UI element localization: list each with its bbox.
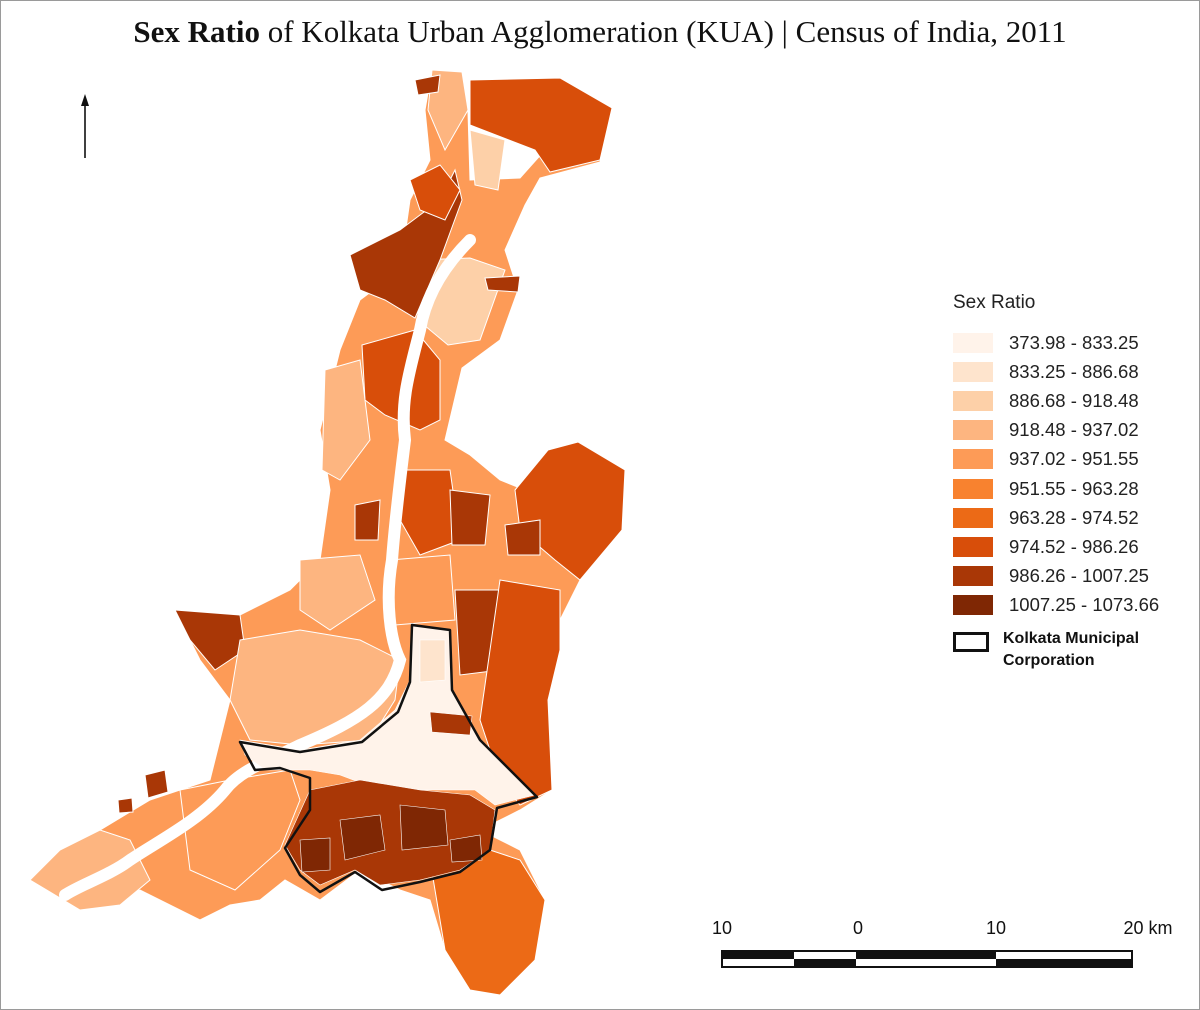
kmc-fill bbox=[239, 624, 536, 886]
legend-class-2: 886.68 - 918.48 bbox=[953, 386, 1173, 415]
legend-label: 963.28 - 974.52 bbox=[1009, 506, 1139, 528]
legend-label: 1007.25 - 1073.66 bbox=[1009, 594, 1160, 616]
legend-swatch bbox=[953, 507, 993, 528]
legend-label: 833.25 - 886.68 bbox=[1009, 360, 1139, 382]
north-arrow-icon bbox=[81, 94, 89, 158]
scale-label-right: 20 km bbox=[1123, 918, 1173, 938]
legend-label: 886.68 - 918.48 bbox=[1009, 389, 1139, 411]
legend-swatch bbox=[953, 595, 993, 616]
map-legend: Sex Ratio 373.98 - 833.25 833.25 - 886.68… bbox=[953, 292, 1173, 672]
boundary-swatch bbox=[953, 631, 989, 652]
legend-label: 373.98 - 833.25 bbox=[1009, 331, 1139, 353]
legend-class-5: 951.55 - 963.28 bbox=[953, 474, 1173, 503]
scale-label-left: 10 bbox=[711, 918, 733, 938]
legend-boundary-item: Kolkata Municipal Corporation bbox=[953, 628, 1173, 672]
legend-swatch bbox=[953, 566, 993, 587]
legend-classes: 373.98 - 833.25 833.25 - 886.68 886.68 - 9… bbox=[953, 328, 1173, 620]
legend-swatch bbox=[953, 478, 993, 499]
title-bold: Sex Ratio bbox=[133, 14, 260, 49]
legend-class-9: 1007.25 - 1073.66 bbox=[953, 591, 1173, 620]
title-rest: of Kolkata Urban Agglomeration (KUA) | C… bbox=[259, 14, 1067, 49]
river-hooghly bbox=[59, 234, 476, 901]
legend-label: 986.26 - 1007.25 bbox=[1009, 565, 1149, 587]
legend-class-6: 963.28 - 974.52 bbox=[953, 503, 1173, 532]
legend-class-8: 986.26 - 1007.25 bbox=[953, 562, 1173, 591]
legend-swatch bbox=[953, 420, 993, 441]
legend-class-3: 918.48 - 937.02 bbox=[953, 416, 1173, 445]
kmc-boundary bbox=[238, 623, 539, 894]
legend-swatch bbox=[953, 332, 993, 353]
legend-swatch bbox=[953, 361, 993, 382]
legend-swatch bbox=[953, 536, 993, 557]
scale-bar bbox=[721, 950, 1133, 968]
legend-class-4: 937.02 - 951.55 bbox=[953, 445, 1173, 474]
scale-label-zero: 0 bbox=[852, 918, 864, 938]
legend-class-7: 974.52 - 986.26 bbox=[953, 532, 1173, 561]
boundary-label: Kolkata Municipal Corporation bbox=[1003, 629, 1140, 669]
map-title: Sex Ratio of Kolkata Urban Agglomeration… bbox=[0, 14, 1200, 50]
legend-label: 974.52 - 986.26 bbox=[1009, 535, 1139, 557]
legend-label: 937.02 - 951.55 bbox=[1009, 448, 1139, 470]
legend-swatch bbox=[953, 449, 993, 470]
legend-label: 918.48 - 937.02 bbox=[1009, 419, 1139, 441]
legend-swatch bbox=[953, 390, 993, 411]
scale-label-mid: 10 bbox=[985, 918, 1007, 938]
legend-class-0: 373.98 - 833.25 bbox=[953, 328, 1173, 357]
legend-class-1: 833.25 - 886.68 bbox=[953, 357, 1173, 386]
legend-title: Sex Ratio bbox=[953, 292, 1036, 313]
legend-label: 951.55 - 963.28 bbox=[1009, 477, 1139, 499]
